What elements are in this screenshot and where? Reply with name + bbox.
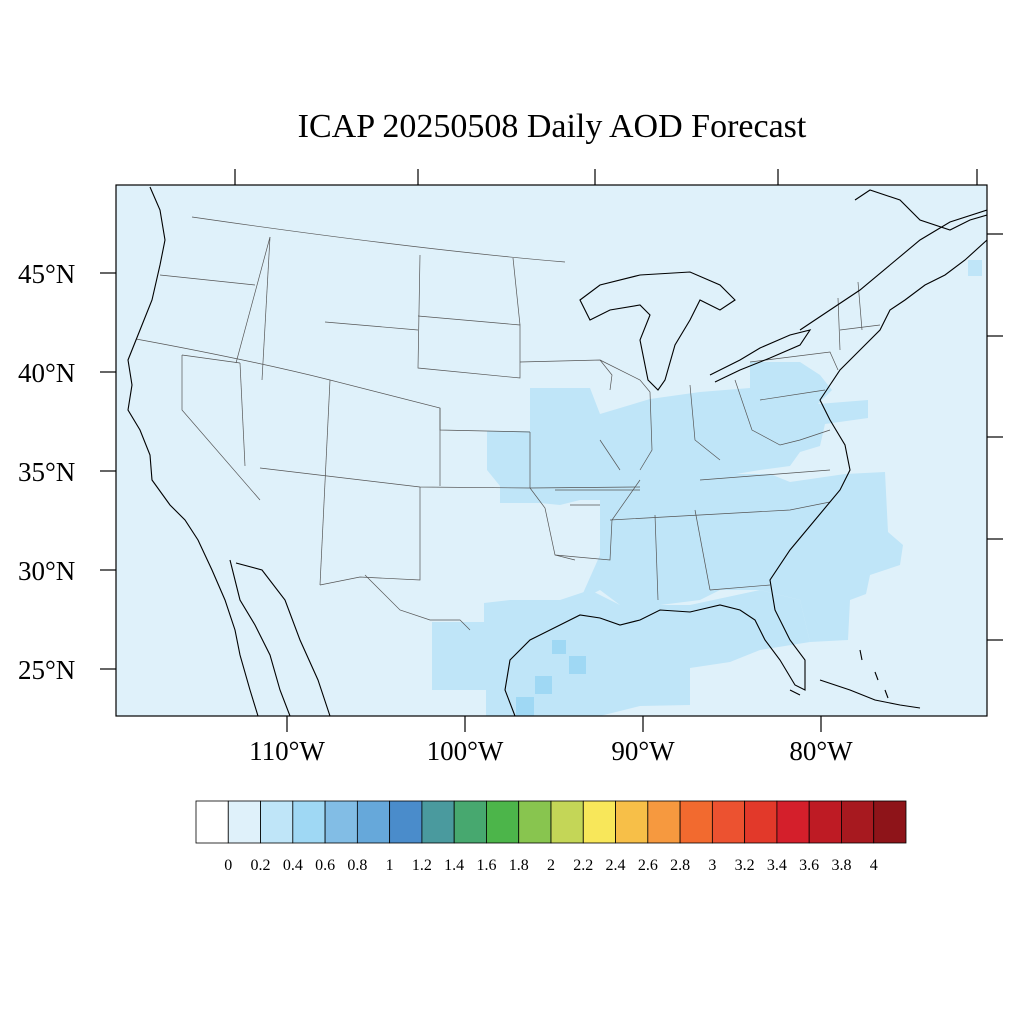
colorbar-tick-label: 4: [870, 857, 878, 874]
aod-area-gulf: [432, 590, 810, 716]
top-ticks: [234, 169, 978, 185]
colorbar-box-14: [647, 800, 681, 844]
colorbar-tick-label: 0.8: [347, 857, 367, 874]
colorbar-box-17: [744, 800, 778, 844]
colorbar-labels: 0 0.2 0.4 0.6 0.8 1 1.2 1.4 1.6 1.8 2 2.2 2.4 2.6 2.8 3…: [224, 857, 877, 874]
map-title: ICAP 20250508 Daily AOD Forecast: [297, 108, 807, 145]
colorbar-box-10: [518, 800, 552, 844]
great-lakes: [579, 271, 736, 391]
lake-erie-ontario: [709, 329, 812, 383]
colorbar-box-8: [453, 800, 487, 844]
colorbar-box-19: [808, 800, 842, 844]
colorbar-tick-label: 2.4: [606, 857, 626, 874]
lat-label-35: 35°N: [18, 457, 75, 487]
colorbar-tick-label: 0: [224, 857, 232, 874]
baja-east: [229, 559, 291, 716]
lat-label-25: 25°N: [18, 655, 75, 685]
lon-label-110: 110°W: [249, 736, 325, 766]
colorbar-tick-label: 3: [708, 857, 716, 874]
colorbar-tick-label: 1: [386, 857, 394, 874]
aod-shading: [432, 260, 982, 716]
colorbar-box-5: [356, 800, 391, 844]
colorbar-box-7: [421, 800, 455, 844]
colorbar-tick-label: 1.2: [412, 857, 432, 874]
canada-coast: [854, 189, 987, 231]
aod-shading-high: [516, 640, 586, 716]
map-frame: [115, 184, 988, 717]
colorbar-tick-label: 3.6: [799, 857, 819, 874]
colorbar-tick-label: 0.4: [283, 857, 303, 874]
colorbar-box-1: [227, 800, 261, 844]
colorbar-tick-label: 0.2: [251, 857, 271, 874]
bahamas: [859, 649, 889, 699]
colorbar-box-9: [486, 800, 520, 844]
colorbar-box-18: [776, 800, 810, 844]
colorbar-tick-label: 3.4: [767, 857, 787, 874]
right-ticks: [987, 233, 1003, 641]
colorbar-box-0: [195, 800, 229, 844]
lon-label-100: 100°W: [427, 736, 504, 766]
colorbar-box-11: [550, 800, 584, 844]
bottom-ticks: [286, 716, 822, 732]
st-lawrence: [799, 209, 987, 331]
longitude-labels: 110°W 100°W 90°W 80°W: [249, 736, 853, 766]
lat-label-45: 45°N: [18, 259, 75, 289]
colorbar-box-21: [873, 800, 907, 844]
colorbar-tick-label: 2.6: [638, 857, 658, 874]
colorbar-box-20: [841, 800, 875, 844]
pacific-coast: [127, 186, 259, 716]
colorbar-tick-label: 0.6: [315, 857, 335, 874]
gulf-coast: [504, 239, 987, 716]
colorbar-box-3: [292, 800, 326, 844]
colorbar-box-13: [615, 800, 649, 844]
colorbar-box-2: [260, 800, 294, 844]
florida-keys: [789, 689, 801, 696]
colorbar-tick-label: 1.6: [476, 857, 496, 874]
colorbar: [195, 800, 907, 844]
colorbar-box-15: [679, 800, 713, 844]
colorbar-tick-label: 3.2: [735, 857, 755, 874]
coastlines: [127, 186, 987, 716]
aod-area-small: [544, 390, 556, 408]
latitude-labels: 45°N 40°N 35°N 30°N 25°N: [18, 259, 75, 685]
colorbar-box-6: [389, 800, 423, 844]
colorbar-box-16: [711, 800, 746, 844]
colorbar-tick-label: 2.2: [573, 857, 593, 874]
colorbar-tick-label: 3.8: [831, 857, 851, 874]
colorbar-box-12: [582, 800, 616, 844]
lat-label-30: 30°N: [18, 556, 75, 586]
left-ticks: [100, 272, 116, 670]
colorbar-tick-label: 2.8: [670, 857, 690, 874]
colorbar-box-4: [324, 800, 358, 844]
colorbar-tick-label: 1.4: [444, 857, 464, 874]
state-borders: [135, 216, 881, 631]
mexico-west: [235, 562, 331, 716]
cuba: [819, 679, 921, 709]
lat-label-40: 40°N: [18, 358, 75, 388]
aod-area-ne-spot: [968, 260, 982, 276]
aod-area-southeast: [580, 472, 903, 642]
lon-label-90: 90°W: [611, 736, 675, 766]
colorbar-tick-label: 1.8: [509, 857, 529, 874]
colorbar-tick-label: 2: [547, 857, 555, 874]
lon-label-80: 80°W: [789, 736, 853, 766]
